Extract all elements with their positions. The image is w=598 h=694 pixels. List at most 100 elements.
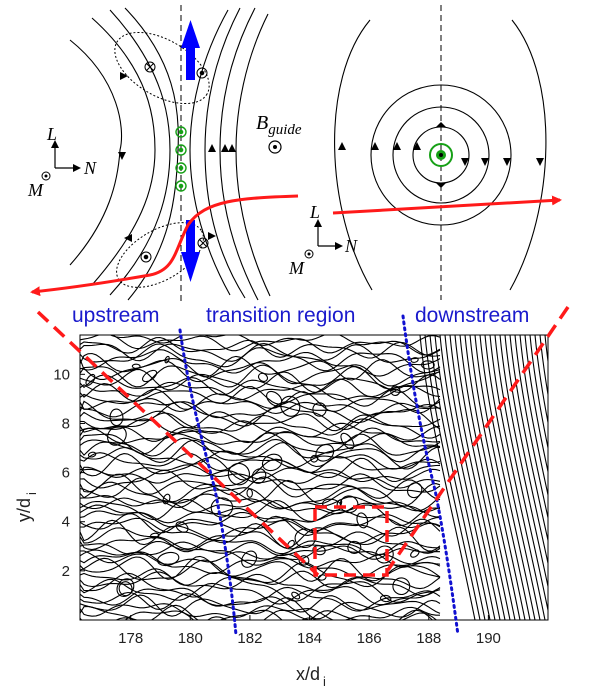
streamline bbox=[80, 439, 441, 470]
streamline bbox=[80, 604, 434, 620]
rope-direction-arrows bbox=[338, 122, 544, 188]
laminar-streamline bbox=[580, 335, 598, 620]
streamline bbox=[80, 469, 441, 493]
swirl bbox=[266, 390, 283, 407]
streamline bbox=[80, 388, 441, 414]
top-right-panel: L N M bbox=[288, 5, 547, 300]
swirl bbox=[291, 591, 301, 600]
swirl bbox=[142, 369, 158, 383]
streamline bbox=[80, 578, 441, 606]
laminar-streamline bbox=[550, 335, 598, 620]
streamline bbox=[80, 603, 440, 620]
streamline bbox=[80, 591, 441, 614]
streamline bbox=[80, 572, 441, 603]
outflow-jet-arrows bbox=[181, 20, 200, 282]
zoom-line-right bbox=[386, 306, 570, 571]
x-tick-label: 180 bbox=[178, 630, 203, 647]
y-tick-label: 2 bbox=[62, 563, 70, 580]
swirl bbox=[149, 532, 160, 539]
y-tick-label: 6 bbox=[62, 465, 70, 482]
axis-label-M-right: M bbox=[288, 258, 305, 278]
swirl bbox=[118, 581, 133, 597]
laminar-streamline bbox=[444, 335, 501, 620]
x-axis-ticks: 178 180 182 184 186 188 190 bbox=[118, 615, 501, 647]
axis-label-N-right: N bbox=[344, 236, 358, 256]
laminar-streamline bbox=[459, 335, 516, 620]
streamline bbox=[80, 510, 441, 532]
laminar-streamline bbox=[424, 335, 481, 620]
swirl bbox=[162, 493, 171, 505]
swirl bbox=[407, 482, 423, 499]
swirl bbox=[131, 363, 141, 369]
y-axis-ticks: 2 4 6 8 10 bbox=[53, 366, 85, 580]
x-tick-label: 182 bbox=[237, 630, 262, 647]
streamline bbox=[80, 517, 441, 544]
spacecraft-trajectory-left bbox=[30, 194, 299, 297]
streamline bbox=[80, 568, 441, 590]
laminar-streamline bbox=[570, 335, 598, 620]
axis-label-L-right: L bbox=[309, 202, 320, 222]
streamline bbox=[80, 349, 441, 377]
laminar-streamline bbox=[474, 335, 531, 620]
laminar-streamline bbox=[429, 335, 486, 620]
streamline bbox=[80, 418, 441, 441]
swirl bbox=[312, 545, 326, 556]
top-left-panel: Bguide L N M bbox=[27, 5, 302, 305]
streamline bbox=[80, 498, 441, 527]
swirl bbox=[280, 395, 301, 417]
axis-label-M: M bbox=[27, 180, 44, 200]
laminar-streamline bbox=[534, 335, 548, 426]
streamline bbox=[80, 427, 441, 448]
swirl bbox=[379, 594, 392, 603]
swirl bbox=[410, 357, 419, 363]
laminar-streamline bbox=[449, 335, 506, 620]
lmn-axes-left: L N M bbox=[27, 124, 97, 200]
laminar-streamline bbox=[555, 335, 598, 620]
streamline bbox=[80, 426, 441, 444]
streamline bbox=[80, 410, 441, 432]
swirl bbox=[85, 373, 96, 386]
streamline bbox=[80, 400, 441, 431]
swirl bbox=[241, 550, 258, 568]
laminar-streamline bbox=[434, 335, 491, 620]
laminar-streamline bbox=[419, 335, 476, 620]
swirl bbox=[257, 372, 269, 383]
swirl bbox=[294, 528, 316, 549]
x-tick-label: 178 bbox=[118, 630, 143, 647]
laminar-streamline bbox=[585, 335, 598, 620]
streamline bbox=[80, 571, 441, 597]
boundary-transition-downstream bbox=[401, 314, 460, 637]
laminar-streamline bbox=[464, 335, 521, 620]
swirl bbox=[312, 402, 327, 417]
swirl bbox=[109, 408, 124, 427]
laminar-streamline bbox=[544, 335, 548, 366]
y-tick-label: 8 bbox=[62, 415, 70, 432]
b-guide-symbol bbox=[268, 140, 282, 154]
axis-label-L: L bbox=[46, 124, 57, 144]
streamline bbox=[80, 374, 441, 398]
laminar-streamline bbox=[494, 335, 548, 613]
downstream-label: downstream bbox=[415, 304, 529, 327]
laminar-streamline bbox=[454, 335, 511, 620]
x-axis-label: x/d i bbox=[296, 664, 326, 689]
laminar-streamline bbox=[504, 335, 548, 566]
swirl bbox=[227, 462, 250, 486]
field-lines-right bbox=[189, 7, 271, 301]
swirl bbox=[246, 488, 253, 498]
out-of-plane-symbols bbox=[140, 61, 209, 263]
swirl bbox=[340, 432, 355, 450]
field-streamlines bbox=[80, 335, 598, 620]
swirl bbox=[356, 512, 369, 529]
laminar-streamline bbox=[499, 335, 548, 589]
x-tick-label: 188 bbox=[416, 630, 441, 647]
lmn-axes-right: L N M bbox=[288, 202, 358, 278]
swirl bbox=[164, 355, 170, 364]
swirl bbox=[392, 577, 411, 596]
laminar-streamline bbox=[524, 335, 548, 475]
swirl bbox=[210, 497, 234, 518]
streamline bbox=[80, 464, 441, 483]
swirl bbox=[87, 451, 97, 458]
streamline bbox=[80, 519, 441, 552]
laminar-streamline bbox=[469, 335, 526, 620]
swirl bbox=[251, 468, 267, 484]
